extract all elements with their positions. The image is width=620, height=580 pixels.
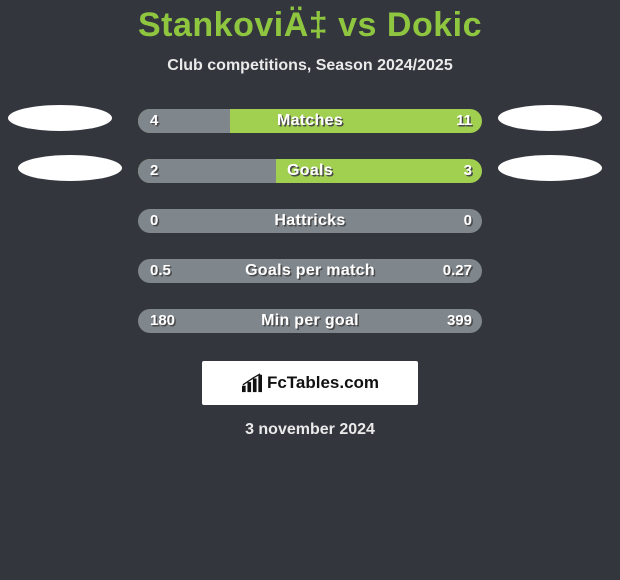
player-left-marker — [8, 105, 112, 131]
stat-row: 00Hattricks — [0, 195, 620, 245]
stat-bar: 180399Min per goal — [138, 309, 482, 333]
comparison-card: StankoviÄ‡ vs Dokic Club competitions, S… — [0, 0, 620, 439]
stat-row: 0.50.27Goals per match — [0, 245, 620, 295]
snapshot-date: 3 november 2024 — [0, 421, 620, 439]
stat-row: 411Matches — [0, 95, 620, 145]
brand-text: FcTables.com — [267, 373, 379, 393]
player-right-marker — [498, 105, 602, 131]
stat-row: 23Goals — [0, 145, 620, 195]
stat-label: Min per goal — [138, 309, 482, 333]
stat-label: Matches — [138, 109, 482, 133]
player-right-marker — [498, 155, 602, 181]
brand-badge: FcTables.com — [202, 361, 418, 405]
stats-rows: 411Matches 23Goals 00Hattricks 0.50.27Goals… — [0, 95, 620, 345]
stat-label: Goals per match — [138, 259, 482, 283]
stat-label: Goals — [138, 159, 482, 183]
stat-bar: 411Matches — [138, 109, 482, 133]
stat-bar: 00Hattricks — [138, 209, 482, 233]
stat-row: 180399Min per goal — [0, 295, 620, 345]
page-title: StankoviÄ‡ vs Dokic — [0, 6, 620, 45]
page-subtitle: Club competitions, Season 2024/2025 — [0, 57, 620, 75]
stat-bar: 23Goals — [138, 159, 482, 183]
bar-chart-icon — [241, 373, 263, 393]
player-left-marker — [18, 155, 122, 181]
stat-label: Hattricks — [138, 209, 482, 233]
stat-bar: 0.50.27Goals per match — [138, 259, 482, 283]
